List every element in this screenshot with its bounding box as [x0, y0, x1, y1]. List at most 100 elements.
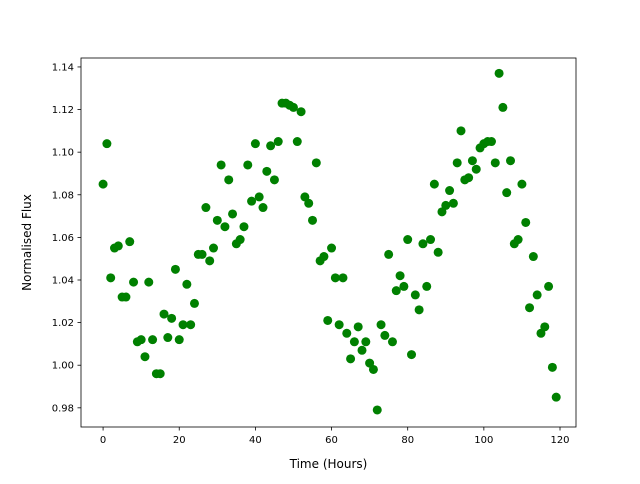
data-point [102, 139, 112, 149]
data-point [334, 320, 344, 330]
data-point [380, 330, 390, 340]
data-point [441, 200, 451, 210]
data-point [342, 328, 352, 338]
data-point [502, 188, 512, 198]
data-point [125, 237, 135, 247]
data-point [494, 68, 504, 78]
data-point [288, 102, 298, 112]
y-tick-label: 1.10 [52, 148, 74, 159]
data-point [209, 243, 219, 253]
data-point [319, 252, 329, 262]
data-point [376, 320, 386, 330]
data-point [471, 164, 481, 174]
data-point [247, 196, 257, 206]
data-point [387, 337, 397, 347]
data-point [414, 305, 424, 315]
data-point [330, 273, 340, 283]
data-point [258, 203, 268, 213]
y-tick-label: 1.12 [52, 105, 74, 116]
x-tick-label: 60 [325, 435, 338, 446]
data-point [327, 243, 337, 253]
data-point [544, 281, 554, 291]
data-point [490, 158, 500, 168]
data-point [429, 179, 439, 189]
data-point [399, 281, 409, 291]
data-point [407, 350, 417, 360]
data-point [182, 279, 192, 289]
data-point [228, 209, 238, 219]
y-tick-label: 1.06 [52, 233, 74, 244]
data-point [201, 203, 211, 213]
data-point [140, 352, 150, 362]
data-point [243, 160, 253, 170]
data-point [205, 256, 215, 266]
data-point [311, 158, 321, 168]
data-point [506, 156, 516, 166]
data-point [513, 235, 523, 245]
x-axis-ticks: 0 20 40 60 80 100 120 [100, 427, 570, 446]
axes-frame [80, 57, 577, 428]
data-point [98, 179, 108, 189]
x-tick-label: 0 [100, 435, 106, 446]
data-points [98, 68, 561, 415]
data-point [113, 241, 123, 251]
data-point [391, 286, 401, 296]
data-point [517, 179, 527, 189]
data-point [144, 277, 154, 287]
data-point [532, 290, 542, 300]
data-point [456, 126, 466, 136]
x-tick-label: 120 [550, 435, 569, 446]
data-point [266, 141, 276, 151]
data-point [197, 249, 207, 259]
y-axis-label: Normalised Flux [20, 194, 34, 291]
data-point [452, 158, 462, 168]
x-axis-label: Time (Hours) [289, 457, 368, 471]
data-point [498, 102, 508, 112]
data-point [422, 281, 432, 291]
data-point [273, 137, 283, 147]
data-point [410, 290, 420, 300]
data-point [357, 345, 367, 355]
data-point [353, 322, 363, 332]
data-point [528, 252, 538, 262]
data-point [178, 320, 188, 330]
data-point [486, 137, 496, 147]
data-point [296, 107, 306, 117]
data-point [418, 239, 428, 249]
data-point [186, 320, 196, 330]
data-point [547, 362, 557, 372]
data-point [239, 222, 249, 232]
data-point [467, 156, 477, 166]
data-point [525, 303, 535, 313]
data-point [323, 315, 333, 325]
data-point [540, 322, 550, 332]
data-point [167, 313, 177, 323]
data-point [395, 271, 405, 281]
data-point [445, 186, 455, 196]
data-point [224, 175, 234, 185]
data-point [189, 298, 199, 308]
data-point [521, 217, 531, 227]
data-point [136, 335, 146, 345]
data-point [292, 137, 302, 147]
data-point [212, 215, 222, 225]
data-point [308, 215, 318, 225]
data-point [148, 335, 158, 345]
data-point [551, 392, 561, 402]
x-tick-label: 100 [474, 435, 493, 446]
x-tick-label: 20 [173, 435, 186, 446]
data-point [235, 235, 245, 245]
data-point [262, 166, 272, 176]
data-point [433, 247, 443, 257]
data-point [426, 235, 436, 245]
data-point [372, 405, 382, 415]
data-point [106, 273, 116, 283]
data-point [403, 235, 413, 245]
data-point [269, 175, 279, 185]
data-point [155, 369, 165, 379]
data-point [349, 337, 359, 347]
data-point [384, 249, 394, 259]
data-point [346, 354, 356, 364]
plot-background [81, 58, 576, 427]
